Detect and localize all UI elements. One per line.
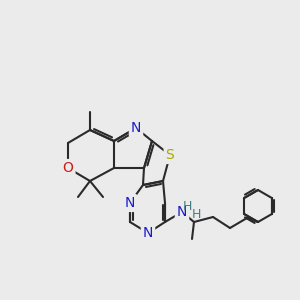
Text: H: H xyxy=(191,208,201,220)
Text: H: H xyxy=(182,200,192,212)
Text: S: S xyxy=(166,148,174,162)
Text: N: N xyxy=(143,226,153,240)
Text: N: N xyxy=(177,205,187,219)
Text: O: O xyxy=(63,161,74,175)
Text: N: N xyxy=(125,196,135,210)
Text: N: N xyxy=(131,121,141,135)
